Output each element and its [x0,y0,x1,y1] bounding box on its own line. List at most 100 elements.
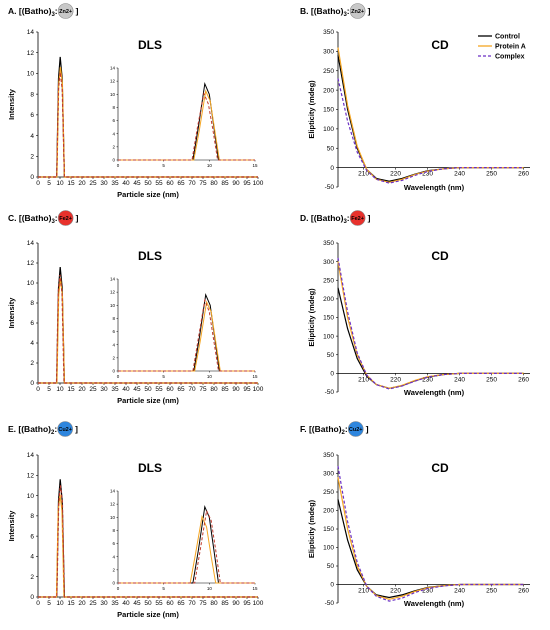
inset-y-tick-label: 2 [112,355,115,360]
x-tick-label: 50 [144,180,152,187]
x-tick-label: 95 [243,180,251,187]
chart-title: CD [431,38,449,52]
x-tick-label: 40 [122,180,130,187]
inset-series-line-complex [118,91,255,161]
y-tick-label: -50 [325,600,335,607]
panel-label-end: ] [75,424,78,434]
panel-label-sep: : [345,424,348,434]
x-tick-label: 15 [67,600,75,607]
legend-label-control: Control [495,34,520,41]
x-tick-label: 50 [144,386,152,393]
inset-y-tick-label: 0 [112,369,115,374]
x-axis-label: Wavelength (nm) [404,388,465,397]
inset-x-tick-label: 15 [252,163,258,168]
y-tick-label: 12 [27,50,35,57]
y-tick-label: 350 [323,452,334,459]
x-tick-label: 250 [486,171,497,178]
y-tick-label: 50 [327,145,335,152]
inset-series-line-control [118,81,255,161]
series-line-complex [38,485,258,598]
inset-series-line-control [118,292,255,372]
ion-label: Cu2+ [58,427,72,433]
x-tick-label: 30 [100,180,108,187]
panel-label-sep: : [54,424,57,434]
ion-badge [349,3,366,19]
inset-x-tick-label: 5 [162,163,165,168]
series-line-complex [337,78,524,184]
panel-B: B. [(Batho)3: Zn2+ ] CD -50 0 50 100 150 200 250… [300,3,530,192]
inset-chart: 0 2 4 6 8 10 12 14 0 5 10 15 [110,66,258,168]
x-tick-label: 85 [221,600,229,607]
panel-label-end: ] [368,213,371,223]
inset-y-tick-label: 12 [110,502,116,507]
y-tick-label: 350 [323,240,334,247]
x-tick-label: 55 [155,180,163,187]
ion-badge [57,421,73,437]
x-tick-label: 35 [111,180,119,187]
inset-y-tick-label: 2 [112,567,115,572]
x-tick-label: 60 [166,386,174,393]
ion-badge [57,3,74,19]
inset-y-tick-label: 4 [112,131,115,136]
ion-label: Zn2+ [59,9,72,15]
x-tick-label: 0 [36,180,40,187]
y-tick-label: 100 [323,126,334,133]
legend-label-complex: Complex [495,54,525,61]
x-tick-label: 220 [390,376,401,383]
x-tick-label: 100 [253,386,264,393]
inset-x-tick-label: 10 [207,163,213,168]
y-tick-label: 0 [330,371,334,378]
inset-y-tick-label: 10 [110,515,116,520]
panel-label-subscript: 2 [51,430,55,436]
series-line-complex [337,465,524,602]
x-tick-label: 10 [56,180,64,187]
inset-x-tick-label: 0 [117,374,120,379]
x-axis-label: Particle size (nm) [117,396,179,405]
y-tick-label: 150 [323,107,334,114]
inset-y-tick-label: 6 [112,541,115,546]
y-tick-label: 200 [323,508,334,515]
x-tick-label: 80 [210,180,218,187]
inset-y-tick-label: 10 [110,92,116,97]
y-tick-label: 50 [327,352,335,359]
y-tick-label: -50 [325,184,335,191]
x-tick-label: 10 [56,386,64,393]
inset-y-tick-label: 8 [112,105,115,110]
inset-series-line-proteinA [118,300,255,372]
y-axis-label: Elipticity (mdeg) [307,288,316,347]
inset-y-tick-label: 4 [112,554,115,559]
inset-x-tick-label: 15 [252,374,258,379]
x-tick-label: 85 [221,180,229,187]
y-axis-label: Intensity [7,297,16,329]
x-tick-label: 70 [188,180,196,187]
x-tick-label: 260 [518,376,529,383]
inset-x-tick-label: 15 [252,586,258,591]
x-tick-label: 20 [78,386,86,393]
y-tick-label: 50 [327,563,335,570]
x-tick-label: 65 [177,180,185,187]
inset-y-tick-label: 8 [112,316,115,321]
x-tick-label: 60 [166,180,174,187]
series-line-control [38,56,258,178]
panel-label: E. [(Batho)2: [8,424,57,436]
y-tick-label: 250 [323,489,334,496]
x-tick-label: 35 [111,386,119,393]
y-tick-label: 14 [27,240,35,247]
inset-series-line-control [118,504,255,584]
y-tick-label: 4 [30,554,34,561]
ion-label: Cu2+ [349,427,363,433]
series-line-control [38,266,258,384]
x-tick-label: 210 [358,171,369,178]
y-tick-label: 4 [30,133,34,140]
y-tick-label: 2 [30,574,34,581]
inset-x-tick-label: 0 [117,586,120,591]
x-tick-label: 75 [199,600,207,607]
series-line-complex [337,257,524,390]
x-tick-label: 100 [253,180,264,187]
x-tick-label: 5 [47,386,51,393]
series-line-proteinA [38,494,258,598]
inset-y-tick-label: 0 [112,158,115,163]
x-tick-label: 95 [243,386,251,393]
x-tick-label: 35 [111,600,119,607]
